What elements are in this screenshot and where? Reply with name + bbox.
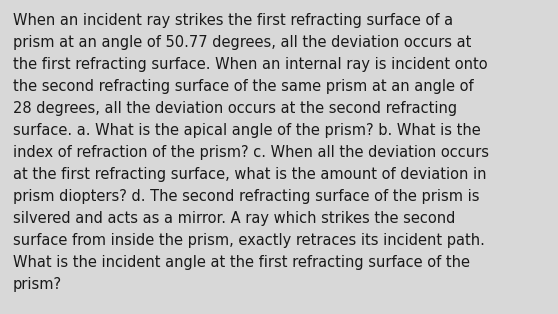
Text: surface from inside the prism, exactly retraces its incident path.: surface from inside the prism, exactly r… xyxy=(13,233,485,248)
Text: the first refracting surface. When an internal ray is incident onto: the first refracting surface. When an in… xyxy=(13,57,488,72)
Text: prism?: prism? xyxy=(13,277,62,292)
Text: the second refracting surface of the same prism at an angle of: the second refracting surface of the sam… xyxy=(13,79,474,94)
Text: prism diopters? d. The second refracting surface of the prism is: prism diopters? d. The second refracting… xyxy=(13,189,479,204)
Text: surface. a. What is the apical angle of the prism? b. What is the: surface. a. What is the apical angle of … xyxy=(13,123,481,138)
Text: When an incident ray strikes the first refracting surface of a: When an incident ray strikes the first r… xyxy=(13,13,453,28)
Text: 28 degrees, all the deviation occurs at the second refracting: 28 degrees, all the deviation occurs at … xyxy=(13,101,457,116)
Text: at the first refracting surface, what is the amount of deviation in: at the first refracting surface, what is… xyxy=(13,167,487,182)
Text: index of refraction of the prism? c. When all the deviation occurs: index of refraction of the prism? c. Whe… xyxy=(13,145,489,160)
Text: What is the incident angle at the first refracting surface of the: What is the incident angle at the first … xyxy=(13,255,470,270)
Text: prism at an angle of 50.77 degrees, all the deviation occurs at: prism at an angle of 50.77 degrees, all … xyxy=(13,35,472,50)
Text: silvered and acts as a mirror. A ray which strikes the second: silvered and acts as a mirror. A ray whi… xyxy=(13,211,455,226)
